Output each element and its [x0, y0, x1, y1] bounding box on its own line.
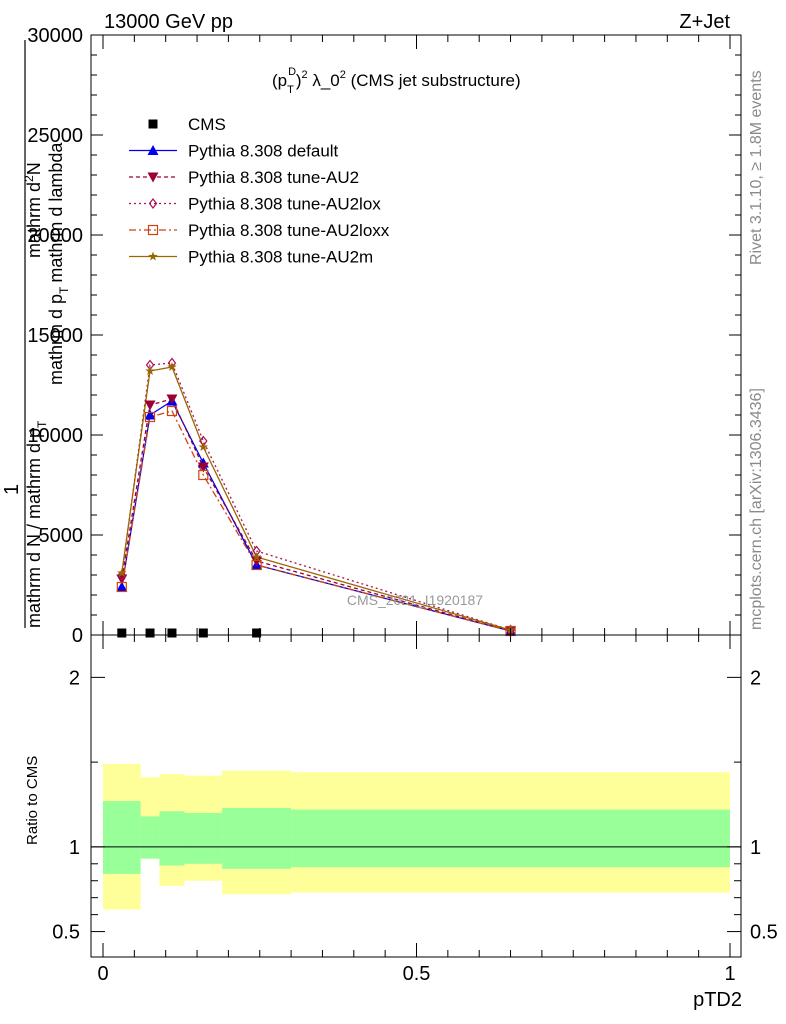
ratio-y-tick-label-right-2: 2 — [750, 667, 761, 689]
title-part-close: ) — [296, 71, 302, 90]
ratio-plot-panel: 0.5 0.5 1 1 2 2 0 0.5 1 Ratio to CMS pTD2 — [24, 634, 778, 1011]
legend-label-3: Pythia 8.308 tune-AU2lox — [188, 195, 381, 214]
legend-marker-1 — [147, 145, 159, 155]
legend-label-0: CMS — [188, 115, 226, 134]
ratio-y-tick-label-right-0: 0.5 — [750, 922, 778, 944]
series-3-point-0 — [117, 569, 127, 581]
legend-marker-2 — [147, 172, 159, 183]
ylabel-numer-end: mathrm d lambda — [46, 142, 66, 283]
title-sup-d: D — [288, 66, 296, 78]
side-label-rivet: Rivet 3.1.10, ≥ 1.8M events — [748, 70, 765, 265]
series-0-point-1 — [145, 628, 155, 638]
ratio-ylabel: Ratio to CMS — [24, 756, 41, 845]
legend-entry-0: CMS — [148, 115, 226, 134]
ylabel-numer-mid: mathrm d p — [46, 294, 66, 385]
series-3-line — [121, 362, 511, 631]
series-2-point-2 — [166, 394, 178, 405]
legend-label-2: Pythia 8.308 tune-AU2 — [188, 168, 359, 187]
legend-marker-3 — [148, 198, 158, 209]
uncertainty-band-inner-bin-3 — [184, 812, 223, 864]
ylabel-numer-a: mathrm d — [24, 182, 44, 258]
y-tick-label-0: 0 — [72, 625, 83, 647]
y-tick-label-6: 30000 — [27, 25, 83, 47]
x-tick-label-0: 0 — [97, 963, 108, 985]
series-5-point-2 — [167, 362, 177, 372]
ylabel-numer-b: N — [24, 162, 44, 175]
y-tick-label-4: 20000 — [27, 225, 83, 247]
series-0-point-2 — [167, 628, 177, 638]
legend-entry-5: Pythia 8.308 tune-AU2m — [129, 248, 373, 267]
legend-entry-4: Pythia 8.308 tune-AU2loxx — [129, 221, 390, 240]
uncertainty-band-inner-bin-4 — [222, 807, 292, 869]
series-2-point-3 — [197, 462, 209, 473]
uncertainty-band-inner-bin-0 — [103, 801, 141, 874]
x-tick-label-1: 0.5 — [403, 963, 431, 985]
series-1-point-0 — [116, 581, 128, 592]
series-2-point-4 — [251, 556, 263, 567]
y-tick-label-1: 5000 — [39, 525, 84, 547]
ylabel-denom-sub: T — [35, 420, 49, 428]
series-2-point-1 — [144, 400, 156, 411]
series-4-point-0 — [116, 581, 127, 593]
side-label-mcplots: mcplots.cern.ch [arXiv:1306.3436] — [748, 388, 765, 630]
watermark: CMS_2021_I1920187 — [347, 592, 483, 608]
legend-marker-4 — [147, 224, 159, 236]
series-5-point-4 — [251, 552, 262, 562]
ratio-y-tick-label-left-0: 0.5 — [52, 922, 80, 944]
ylabel-numer-left: mathrm d2N — [22, 162, 44, 258]
series-5-point-3 — [198, 442, 209, 452]
legend: CMS Pythia 8.308 default Pythia 8.308 tune… — [129, 115, 390, 267]
series-4-point-3 — [198, 469, 209, 481]
title-sup-2a: 2 — [301, 69, 307, 81]
y-tick-label-2: 10000 — [27, 425, 83, 447]
ratio-y-tick-label-left-1: 1 — [69, 837, 80, 859]
ratio-y-tick-label-right-1: 1 — [750, 837, 761, 859]
ylabel-denominator: mathrm d N / mathrm d pT — [24, 420, 49, 628]
ylabel-numer-sub: T — [57, 286, 71, 294]
ylabel-numer-sup: 2 — [22, 175, 36, 182]
ylabel-one: 1 — [1, 484, 23, 495]
main-plot-panel: 0 5000 10000 15000 20000 25000 30000 CMS_2021_… — [27, 25, 742, 647]
series-4-point-2 — [166, 405, 178, 417]
title-sub-t: T — [287, 84, 294, 96]
series-4-line — [121, 410, 511, 632]
x-axis-label: pTD2 — [693, 989, 742, 1011]
legend-entry-3: Pythia 8.308 tune-AU2lox — [129, 195, 381, 214]
series-5-point-0 — [117, 568, 127, 578]
legend-entry-1: Pythia 8.308 default — [129, 142, 339, 161]
series-5-point-1 — [145, 366, 155, 376]
uncertainty-band-inner-bin-2 — [159, 811, 185, 866]
legend-label-1: Pythia 8.308 default — [188, 142, 339, 161]
series-0-point-3 — [198, 628, 208, 638]
series-4-point-1 — [144, 411, 156, 423]
y-axis-label: 1 mathrm d N / mathrm d pT mathrm d2N ma… — [1, 40, 71, 628]
legend-marker-0 — [148, 119, 158, 129]
header-left-title: 13000 GeV pp — [104, 11, 233, 33]
ratio-y-tick-label-left-2: 2 — [69, 667, 80, 689]
series-5-line — [121, 366, 511, 631]
legend-marker-5 — [148, 251, 158, 261]
legend-entry-2: Pythia 8.308 tune-AU2 — [129, 168, 359, 187]
x-tick-label-2: 1 — [724, 963, 735, 985]
ylabel-denom-text: mathrm d N / mathrm d p — [24, 428, 44, 628]
y-tick-label-3: 15000 — [27, 325, 83, 347]
ylabel-numer-right: mathrm d pTmathrm d lambda — [46, 142, 71, 385]
series-1-point-1 — [144, 409, 156, 420]
legend-label-4: Pythia 8.308 tune-AU2loxx — [188, 221, 390, 240]
title-part-tail: (CMS jet substructure) — [346, 71, 521, 90]
series-0-point-4 — [252, 628, 262, 638]
y-tick-label-5: 25000 — [27, 125, 83, 147]
title-sup-2b: 2 — [340, 69, 346, 81]
legend-label-5: Pythia 8.308 tune-AU2m — [188, 248, 373, 267]
title-part-rest: λ_0 — [308, 71, 340, 90]
series-0-point-0 — [117, 628, 127, 638]
series-4-point-4 — [251, 559, 262, 571]
plot-title: (pD T)2 λ_02 (CMS jet substructure) — [272, 66, 521, 96]
uncertainty-band-inner-bin-5 — [291, 809, 730, 868]
header-right-title: Z+Jet — [679, 11, 730, 33]
title-part-base: (p — [272, 71, 287, 90]
uncertainty-band-inner-bin-1 — [140, 816, 160, 859]
